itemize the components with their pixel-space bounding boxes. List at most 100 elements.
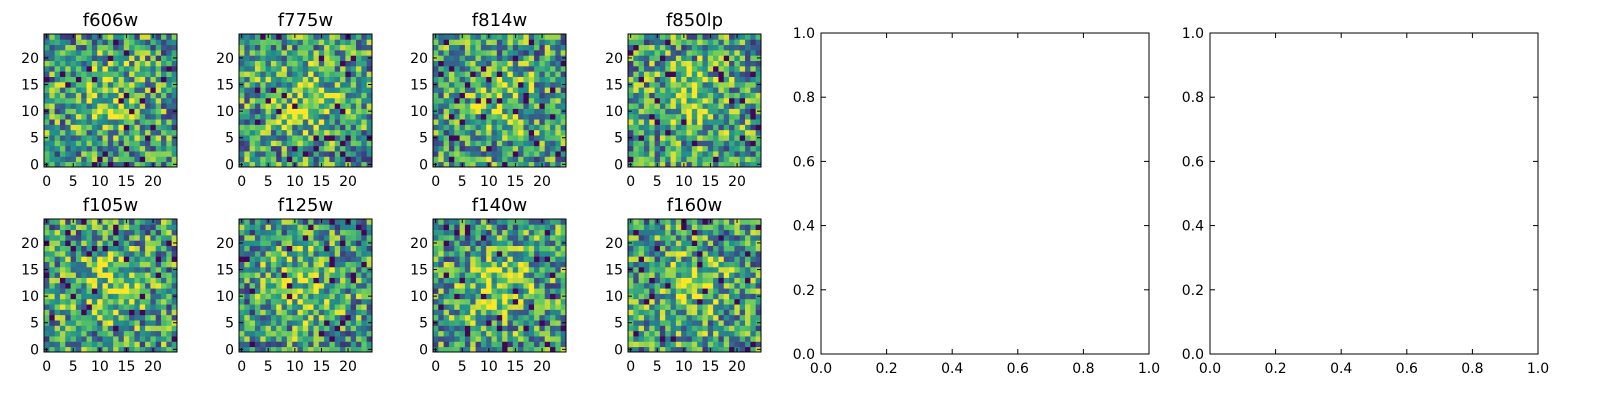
heatmap-cell [334,135,341,141]
heatmap-cell [670,314,677,321]
heatmap-cell [555,245,562,252]
heatmap-cell [512,103,519,109]
heatmap-cell [633,76,640,83]
heatmap-cell [502,49,508,56]
heatmap-cell [448,92,455,99]
heatmap-cell [734,71,741,77]
heatmap-cell [734,39,741,46]
heatmap-cell [107,234,114,241]
heatmap-cell [691,266,698,273]
heatmap-cell [244,320,251,326]
heatmap-cell [518,320,524,326]
heatmap-cell [70,272,77,278]
heatmap-cell [254,320,261,326]
heatmap-cell [633,135,640,141]
heatmap-cell [745,304,751,310]
heatmap-cell [665,277,671,284]
heatmap-cell [249,245,256,252]
heatmap-cell [459,44,466,51]
heatmap-cell [702,320,709,326]
heatmap-cell [491,81,498,88]
heatmap-cell [281,34,288,40]
heatmap-cell [454,261,460,268]
heatmap-cell [345,266,352,273]
heatmap-cell [443,272,450,278]
y-tick-label: 15 [21,263,39,279]
heatmap-cell [254,250,261,257]
heatmap-cell [713,87,719,93]
heatmap-cell [244,119,251,125]
heatmap-cell [150,330,157,337]
heatmap-cell [550,336,556,342]
heatmap-cell [496,304,503,310]
heatmap-cell [260,60,266,67]
heatmap-cell [697,145,703,152]
heatmap-cell [139,272,146,278]
heatmap-cell [113,314,119,321]
heatmap-cell [638,336,645,342]
heatmap-cell [313,156,320,163]
heatmap-cell [129,97,135,104]
heatmap-cell [475,330,482,337]
y-tick-label: 5 [225,316,234,332]
heatmap-cell [334,341,341,348]
heatmap-cell [659,140,666,147]
heatmap-cell [123,92,130,99]
heatmap-cell [334,250,341,257]
heatmap-cell [75,320,82,326]
heatmap-cell [107,325,114,332]
heatmap-cell [118,55,125,61]
heatmap-cell [161,151,167,157]
heatmap-cell [555,261,562,268]
heatmap-cell [297,71,304,77]
heatmap-cell [486,129,492,136]
heatmap-cell [54,346,61,353]
heatmap-cell [480,261,487,268]
heatmap-cell [523,60,530,67]
heatmap-cell [691,49,698,56]
heatmap-cell [638,55,645,61]
heatmap-cell [244,240,251,246]
heatmap-cell [59,229,66,236]
heatmap-cell [81,288,87,294]
heatmap-cell [649,320,655,326]
heatmap-cell [697,282,703,289]
heatmap-cell [470,288,476,294]
heatmap-cell [480,293,487,300]
heatmap-cell [161,119,167,125]
heatmap-cell [361,34,368,40]
heatmap-cell [281,277,288,284]
heatmap-cell [54,288,61,294]
heatmap-cell [665,272,671,278]
heatmap-cell [276,113,282,120]
heatmap-cell [340,250,346,257]
heatmap-cell [454,240,460,246]
heatmap-cell [70,151,77,157]
heatmap-cell [313,346,320,353]
heatmap-cell [550,240,556,246]
heatmap-cell [534,266,540,273]
heatmap-cell [118,234,125,241]
heatmap-cell [480,145,487,152]
heatmap-cell [459,277,466,284]
heatmap-cell [276,145,282,152]
heatmap-cell [308,161,314,168]
heatmap-cell [464,71,471,77]
heatmap-cell [54,336,61,342]
heatmap-cell [518,266,524,273]
heatmap-cell [523,44,530,51]
heatmap-cell [550,309,556,316]
heatmap-cell [454,336,460,342]
heatmap-cell [665,346,671,353]
x-tick-label: 15 [507,174,525,190]
heatmap-cell [81,229,87,236]
heatmap-cell [443,81,450,88]
heatmap-cell [750,71,757,77]
heatmap-cell [475,240,482,246]
axes-frame [43,218,178,353]
heatmap-cell [350,113,357,120]
heatmap-cell [702,277,709,284]
heatmap-cell [118,229,125,236]
heatmap-cell [438,245,445,252]
heatmap-cell [324,87,330,93]
